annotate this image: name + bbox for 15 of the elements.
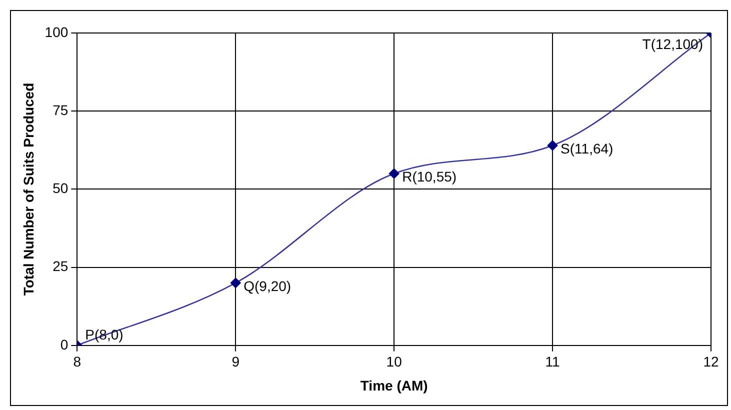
y-tick-label: 100 [44, 24, 68, 40]
y-tick-label: 0 [60, 336, 68, 352]
x-axis-title: Time (AM) [360, 377, 428, 394]
x-tick-label: 12 [703, 354, 719, 370]
annotation: S(11,64) [560, 140, 614, 156]
annotation: Q(9,20) [244, 278, 292, 294]
y-tick-label: 75 [52, 102, 68, 118]
y-tick-label: 25 [52, 258, 68, 274]
y-axis-title: Total Number of Suits Produced [20, 82, 36, 296]
x-tick-label: 9 [232, 354, 240, 370]
x-tick-label: 8 [73, 354, 82, 370]
x-tick-label: 10 [386, 354, 402, 370]
annotation: R(10,55) [402, 168, 457, 184]
y-tick-label: 50 [52, 180, 68, 196]
x-tick-label: 11 [545, 354, 560, 370]
